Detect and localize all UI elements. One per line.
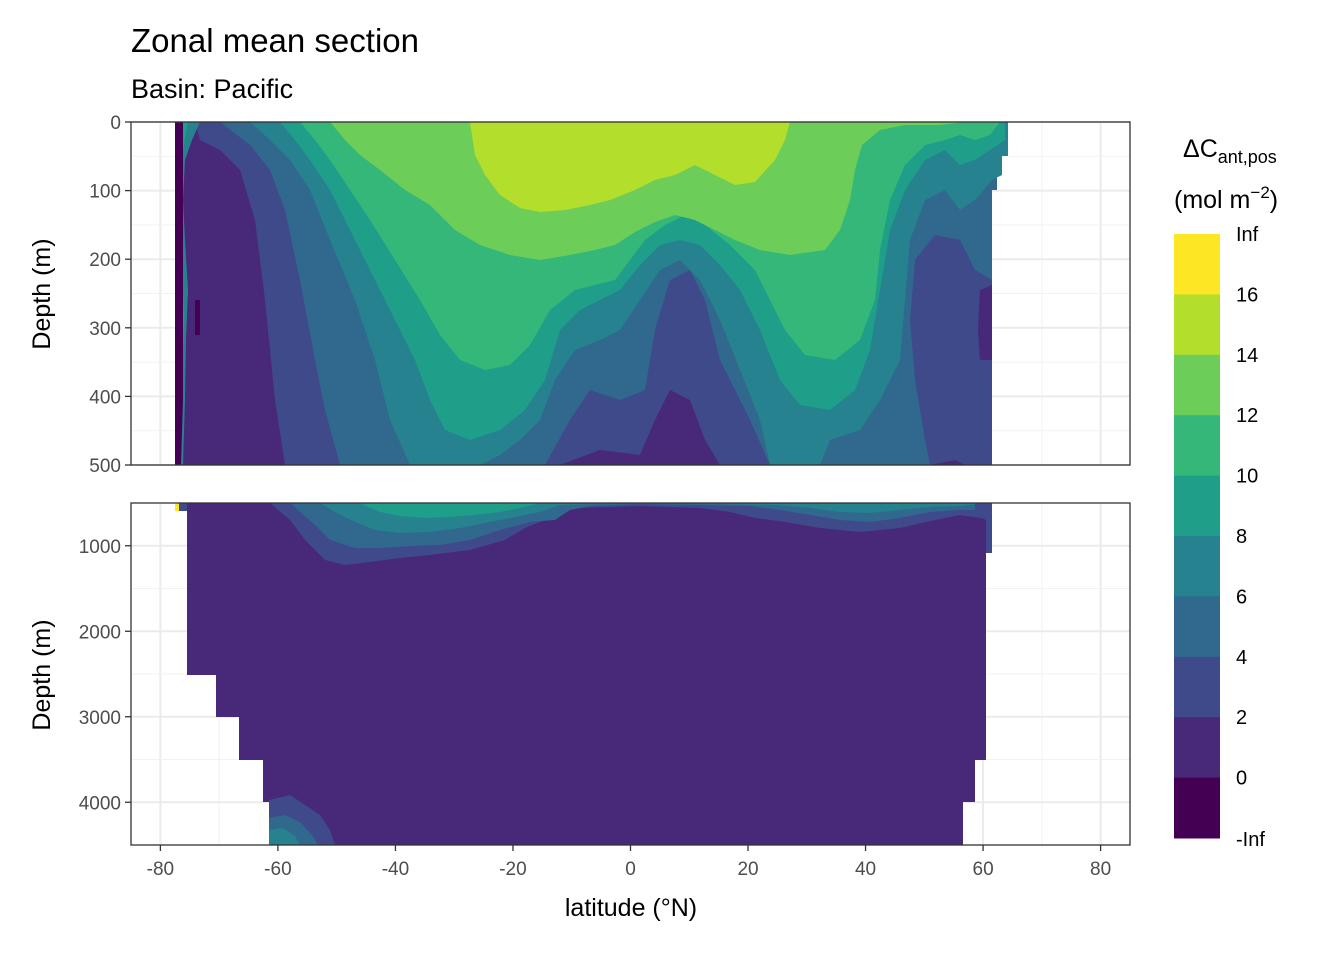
- upper-panel-border: [130, 121, 1131, 466]
- legend-colorbar: [1174, 234, 1220, 839]
- x-tick-label: -60: [264, 859, 291, 880]
- band-14-16-upper: [470, 122, 790, 212]
- x-tick-label: -80: [147, 859, 174, 880]
- legend-unit-close: ): [1270, 186, 1278, 214]
- legend-title: ΔCant,pos: [1183, 135, 1277, 167]
- legend-unit: (mol m−2): [1174, 183, 1278, 214]
- legend-swatch: [1174, 475, 1220, 537]
- legend-unit-sup: −2: [1250, 183, 1269, 202]
- legend-title-sub: ant,pos: [1218, 147, 1277, 167]
- band-east-lower: [975, 503, 992, 553]
- lower-panel: 1000 2000 3000 4000: [79, 502, 1131, 846]
- legend-break-label: 6: [1236, 586, 1247, 608]
- legend-swatch: [1174, 777, 1220, 839]
- legend-swatch: [1174, 234, 1220, 295]
- upper-y-axis: 0 100 200 300 400 500: [89, 113, 131, 477]
- y-tick-label: 2000: [79, 622, 121, 643]
- y-tick-label: 4000: [79, 793, 121, 814]
- chart-title: Zonal mean section: [131, 22, 419, 59]
- legend: ΔCant,pos (mol m−2) Inf 16 14 12 10 8 6 4 2 0 -Inf: [1174, 135, 1278, 851]
- band-east-low-upper: [978, 285, 992, 360]
- x-axis-title: latitude (°N): [565, 894, 697, 922]
- x-tick-label: -40: [382, 859, 409, 880]
- legend-break-label: 14: [1236, 345, 1258, 367]
- band-south-lower-2: [175, 503, 179, 511]
- legend-break-label: 10: [1236, 466, 1258, 488]
- y-tick-label: 0: [110, 113, 121, 134]
- y-tick-label: 3000: [79, 708, 121, 729]
- band-deep-sw-3: [269, 828, 300, 845]
- lower-y-axis: 1000 2000 3000 4000: [79, 537, 131, 814]
- y-tick-label: 300: [89, 319, 121, 340]
- legend-swatch: [1174, 354, 1220, 416]
- y-tick-label: 500: [89, 456, 121, 477]
- legend-swatch: [1174, 656, 1220, 718]
- legend-break-label: 8: [1236, 526, 1247, 548]
- x-tick-label: 0: [625, 859, 636, 880]
- y-tick-label: 1000: [79, 537, 121, 558]
- chart-subtitle: Basin: Pacific: [131, 74, 294, 104]
- x-tick-label: 80: [1090, 859, 1111, 880]
- legend-break-label: 16: [1236, 284, 1258, 306]
- lower-contours: [175, 503, 992, 845]
- legend-swatch: [1174, 536, 1220, 597]
- legend-break-label: 0: [1236, 768, 1247, 790]
- legend-break-label: -Inf: [1236, 829, 1265, 851]
- y-axis-title-upper: Depth (m): [28, 238, 56, 349]
- band-negative-upper: [175, 122, 183, 465]
- y-tick-label: 400: [89, 387, 121, 408]
- y-tick-label: 200: [89, 250, 121, 271]
- band-0-2-lower: [175, 503, 992, 845]
- band-8-10-lower: [360, 503, 540, 518]
- legend-title-main: ΔC: [1183, 135, 1218, 163]
- x-axis: -80 -60 -40 -20 0 20 40 60 80: [147, 845, 1111, 880]
- x-tick-label: 60: [973, 859, 994, 880]
- y-tick-label: 100: [89, 182, 121, 203]
- y-axis-title-lower: Depth (m): [28, 619, 56, 730]
- legend-swatch: [1174, 415, 1220, 477]
- legend-swatch: [1174, 294, 1220, 356]
- upper-panel: 0 100 200 300 400 500: [89, 113, 1131, 477]
- x-tick-label: 20: [737, 859, 758, 880]
- legend-break-label: 2: [1236, 707, 1247, 729]
- legend-break-label: Inf: [1236, 224, 1259, 246]
- band-negative-upper-2: [195, 300, 200, 335]
- legend-break-label: 4: [1236, 647, 1247, 669]
- legend-unit-text: (mol m: [1174, 186, 1250, 214]
- legend-swatch: [1174, 717, 1220, 779]
- upper-contours: [175, 122, 1008, 465]
- legend-break-label: 12: [1236, 405, 1258, 427]
- x-tick-label: -20: [499, 859, 526, 880]
- legend-labels: Inf 16 14 12 10 8 6 4 2 0 -Inf: [1236, 224, 1265, 851]
- legend-swatch: [1174, 596, 1220, 658]
- x-tick-label: 40: [855, 859, 876, 880]
